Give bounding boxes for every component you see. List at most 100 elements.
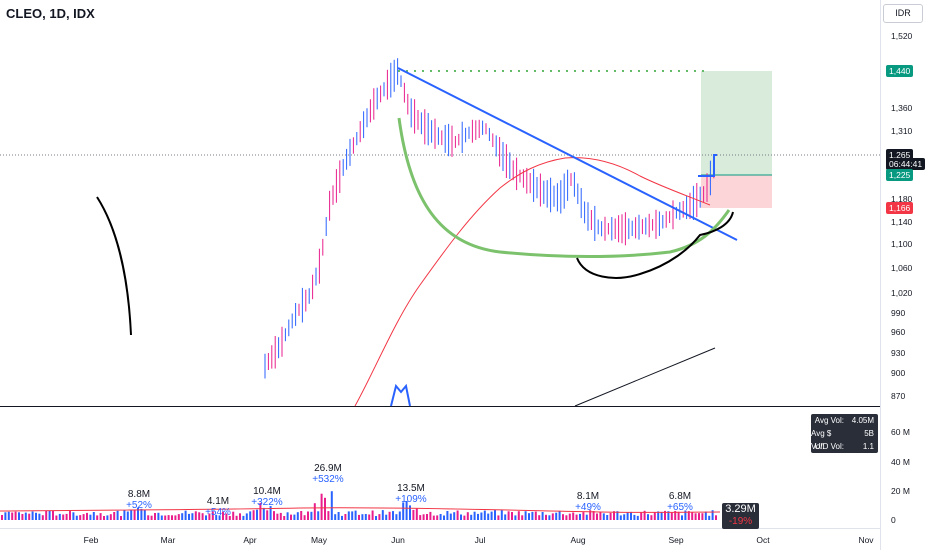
volume-bar: [660, 511, 663, 520]
volume-bar: [524, 511, 527, 520]
volume-bar: [613, 511, 615, 520]
volume-bar: [381, 510, 384, 520]
volume-bar: [385, 514, 388, 520]
volume-bar: [143, 509, 146, 520]
descending-trendline: [397, 67, 738, 241]
svg-text:+322%: +322%: [251, 497, 283, 508]
time-axis[interactable]: Feb Mar Apr May Jun Jul Aug Sep Oct Nov: [84, 535, 875, 545]
volume-bar: [188, 513, 190, 520]
volume-bar: [273, 511, 275, 520]
target-price-tag: 1,440: [886, 65, 914, 77]
volume-bar: [330, 491, 333, 520]
volume-bar: [123, 510, 126, 520]
volume-bar: [466, 512, 469, 520]
volume-bar: [378, 514, 381, 520]
volume-average-line: [0, 507, 721, 513]
candles: [264, 58, 715, 379]
volume-bar: [96, 515, 99, 520]
volume-bar: [565, 515, 568, 520]
currency-button[interactable]: IDR: [883, 4, 923, 23]
volume-bar: [463, 515, 466, 520]
target-zone: [701, 71, 772, 175]
countdown-tag: 06:44:41: [886, 158, 926, 170]
volume-bar: [419, 515, 422, 520]
volume-bar: [120, 516, 122, 520]
time-tick: Apr: [243, 535, 256, 545]
volume-bar: [283, 516, 286, 520]
volume-bar: [4, 512, 7, 520]
current-volume-badge: 3.29M -19%: [722, 503, 759, 529]
price-axis[interactable]: 1,520 1,360 1,310 1,180 1,140 1,100 1,06…: [891, 31, 913, 401]
price-tick: 870: [891, 391, 905, 401]
stop-zone: [701, 175, 772, 208]
volume-axis[interactable]: 60 M 40 M 20 M 0: [891, 427, 910, 525]
svg-text:+109%: +109%: [395, 494, 427, 505]
volume-bar: [11, 512, 14, 520]
volume-bar: [531, 511, 534, 520]
volume-bar: [1, 515, 3, 520]
volume-bar: [640, 512, 643, 520]
volume-bar: [497, 515, 500, 520]
volume-bar: [681, 515, 683, 520]
svg-text:+532%: +532%: [312, 474, 344, 485]
volume-bar: [517, 511, 520, 520]
volume-bar: [704, 511, 707, 520]
volume-bar: [494, 510, 496, 520]
price-tick: 1,310: [891, 126, 913, 136]
svg-text:+52%: +52%: [126, 500, 152, 511]
price-tick: 990: [891, 308, 905, 318]
volume-bar: [449, 513, 452, 520]
svg-text:8.1M: 8.1M: [577, 491, 599, 502]
volume-bar: [194, 511, 197, 520]
volume-bar: [58, 513, 61, 520]
volume-bar: [313, 503, 316, 520]
volume-bar: [470, 514, 473, 520]
volume-bar: [354, 510, 357, 520]
volume-bar: [147, 515, 150, 520]
volume-bar: [24, 512, 27, 520]
volume-annotation-5: 13.5M +109%: [395, 483, 427, 505]
volume-bar: [398, 511, 401, 520]
svg-text:+54%: +54%: [205, 507, 231, 518]
volume-bar: [490, 511, 493, 520]
entry-step-line: [698, 154, 717, 177]
volume-bar: [609, 512, 612, 520]
volume-bar: [160, 515, 163, 520]
volume-bar: [300, 511, 303, 520]
volume-bar: [320, 493, 323, 520]
volume-bar: [650, 515, 653, 520]
volume-bar: [218, 515, 221, 520]
handle-curve: [576, 211, 734, 279]
svg-text:10.4M: 10.4M: [253, 486, 281, 497]
volume-bar: [677, 511, 680, 520]
volume-bar: [395, 514, 398, 520]
volume-bar: [55, 515, 58, 520]
volume-bar: [208, 513, 211, 520]
volume-bar: [198, 512, 201, 520]
volume-bar: [619, 515, 622, 520]
volume-bar: [633, 514, 636, 520]
volume-bar: [691, 512, 694, 520]
volume-bar: [21, 514, 24, 520]
volume-bar: [361, 514, 364, 520]
chart-title[interactable]: CLEO, 1D, IDX: [6, 6, 95, 21]
volume-bar: [28, 513, 31, 520]
volume-bar: [511, 512, 513, 520]
volume-bar: [558, 511, 561, 520]
volume-bar: [534, 511, 537, 520]
volume-bar: [252, 510, 255, 520]
volume-bar: [341, 515, 343, 520]
time-tick: Jul: [475, 535, 486, 545]
volume-bar: [334, 514, 337, 520]
volume-bar: [225, 513, 228, 520]
volume-bar: [48, 510, 51, 520]
volume-bar: [86, 512, 88, 520]
volume-bar: [215, 514, 218, 520]
volume-annotation-3: 10.4M +322%: [251, 486, 283, 508]
volume-bar: [358, 514, 360, 520]
volume-bar: [245, 513, 248, 520]
volume-bar: [137, 507, 139, 520]
stat-avg-dollar-vol: Avg $ Vol: 5B: [811, 429, 874, 451]
volume-bar: [432, 515, 435, 520]
